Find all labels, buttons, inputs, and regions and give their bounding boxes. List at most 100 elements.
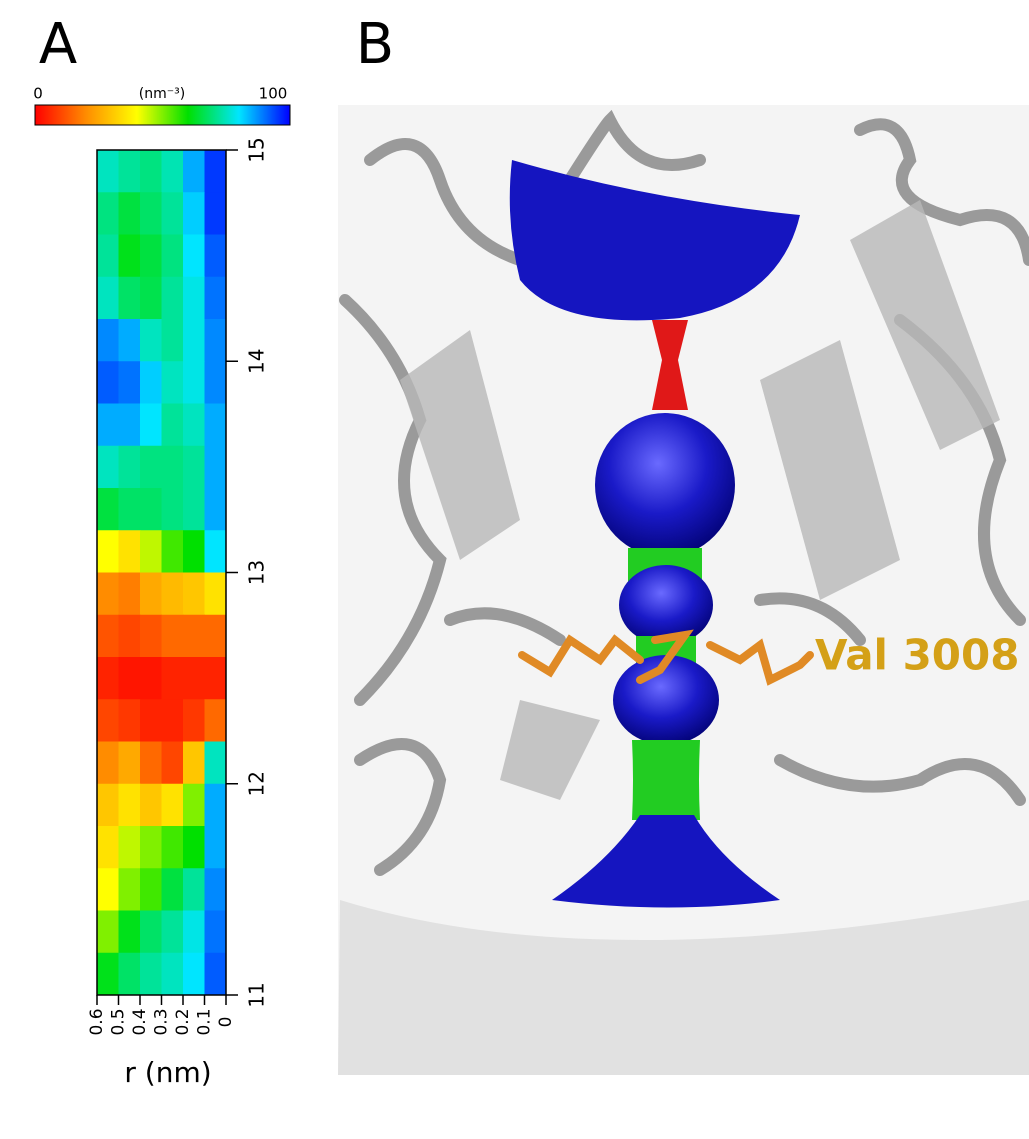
heatmap-cell bbox=[183, 826, 205, 869]
heatmap-cell bbox=[97, 403, 119, 447]
heatmap-cell bbox=[204, 868, 227, 911]
heatmap-cell bbox=[140, 741, 162, 785]
panel-label: A bbox=[39, 12, 77, 77]
heatmap-cell bbox=[204, 530, 227, 573]
heatmap-cell bbox=[118, 741, 141, 785]
heatmap-cell bbox=[204, 783, 227, 827]
heatmap-cell bbox=[140, 657, 162, 700]
heatmap-cell bbox=[183, 192, 205, 235]
heatmap-cell bbox=[118, 826, 141, 869]
x-tick-label: 0.6 bbox=[87, 1008, 107, 1035]
heatmap-cell bbox=[140, 445, 162, 489]
heatmap-cell bbox=[204, 614, 227, 658]
heatmap-cell bbox=[140, 952, 162, 996]
molecule-render bbox=[338, 105, 1029, 1075]
heatmap-cell bbox=[161, 572, 184, 616]
heatmap-cell bbox=[204, 276, 227, 320]
heatmap-cell bbox=[140, 910, 162, 954]
heatmap-cell bbox=[140, 530, 162, 573]
heatmap-cell bbox=[204, 952, 227, 996]
y-tick-label: 11 bbox=[245, 982, 269, 1007]
heatmap-cell bbox=[161, 657, 184, 700]
heatmap-cell bbox=[118, 530, 141, 573]
heatmap-cell bbox=[118, 868, 141, 911]
heatmap-cell bbox=[161, 530, 184, 573]
heatmap-cell bbox=[97, 826, 119, 869]
heatmap-cell bbox=[118, 192, 141, 235]
heatmap-cell bbox=[161, 868, 184, 911]
heatmap-cell bbox=[183, 445, 205, 489]
y-tick-label: 12 bbox=[245, 771, 269, 796]
heatmap-cell bbox=[118, 614, 141, 658]
heatmap-cell bbox=[204, 445, 227, 489]
heatmap-cell bbox=[97, 783, 119, 827]
heatmap-cell bbox=[204, 910, 227, 954]
heatmap-cell bbox=[183, 910, 205, 954]
x-axis-label: r (nm) bbox=[124, 1056, 211, 1089]
x-tick-label: 0.2 bbox=[173, 1008, 193, 1035]
heatmap-cell bbox=[97, 741, 119, 785]
heatmap-cell bbox=[183, 572, 205, 616]
heatmap-cell bbox=[161, 234, 184, 278]
panel-label: B bbox=[356, 12, 394, 77]
heatmap-cell bbox=[204, 488, 227, 531]
heatmap-cell bbox=[118, 783, 141, 827]
heatmap-cell bbox=[140, 614, 162, 658]
heatmap-cell bbox=[183, 614, 205, 658]
heatmap-cell bbox=[118, 403, 141, 447]
heatmap-cell bbox=[183, 234, 205, 278]
heatmap-cell bbox=[161, 783, 184, 827]
heatmap-cell bbox=[161, 403, 184, 447]
y-tick-label: 15 bbox=[245, 137, 269, 162]
heatmap-cell bbox=[97, 530, 119, 573]
heatmap-cell bbox=[97, 150, 119, 193]
heatmap-cell bbox=[118, 276, 141, 320]
heatmap-cell bbox=[118, 361, 141, 404]
heatmap-cell bbox=[97, 319, 119, 362]
heatmap-cell bbox=[161, 192, 184, 235]
heatmap-cell bbox=[161, 910, 184, 954]
heatmap-cell bbox=[97, 445, 119, 489]
heatmap-cell bbox=[204, 192, 227, 235]
heatmap-cell bbox=[140, 783, 162, 827]
heatmap-cell bbox=[97, 488, 119, 531]
heatmap-cell bbox=[204, 699, 227, 742]
heatmap-cell bbox=[204, 572, 227, 616]
heatmap-cell bbox=[161, 150, 184, 193]
heatmap-cell bbox=[118, 234, 141, 278]
heatmap-cell bbox=[97, 868, 119, 911]
heatmap-cell bbox=[97, 192, 119, 235]
heatmap-cell bbox=[161, 826, 184, 869]
heatmap-cell bbox=[118, 572, 141, 616]
heatmap-cell bbox=[118, 952, 141, 996]
heatmap-cell bbox=[161, 741, 184, 785]
heatmap-cell bbox=[118, 910, 141, 954]
heatmap-cell bbox=[140, 699, 162, 742]
x-tick-label: 0.5 bbox=[109, 1008, 129, 1035]
heatmap-cell bbox=[204, 319, 227, 362]
heatmap-cell bbox=[161, 699, 184, 742]
heatmap-cell bbox=[204, 361, 227, 404]
heatmap-cell bbox=[161, 445, 184, 489]
heatmap-cell bbox=[97, 234, 119, 278]
heatmap-cell bbox=[118, 319, 141, 362]
heatmap-cell bbox=[140, 403, 162, 447]
heatmap-cell bbox=[204, 657, 227, 700]
heatmap-cell bbox=[161, 319, 184, 362]
heatmap-cell bbox=[140, 572, 162, 616]
heatmap-cell bbox=[183, 868, 205, 911]
heatmap-cell bbox=[161, 488, 184, 531]
x-tick-label: 0.1 bbox=[195, 1008, 215, 1035]
heatmap-cell bbox=[140, 361, 162, 404]
heatmap-cell bbox=[204, 403, 227, 447]
heatmap-cell bbox=[97, 910, 119, 954]
heatmap-cell bbox=[97, 657, 119, 700]
heatmap-cell bbox=[97, 699, 119, 742]
heatmap-cell bbox=[183, 361, 205, 404]
heatmap-cell bbox=[204, 741, 227, 785]
heatmap-cell bbox=[183, 783, 205, 827]
heatmap-cell bbox=[97, 952, 119, 996]
heatmap-cell bbox=[183, 276, 205, 320]
heatmap-cell bbox=[204, 234, 227, 278]
